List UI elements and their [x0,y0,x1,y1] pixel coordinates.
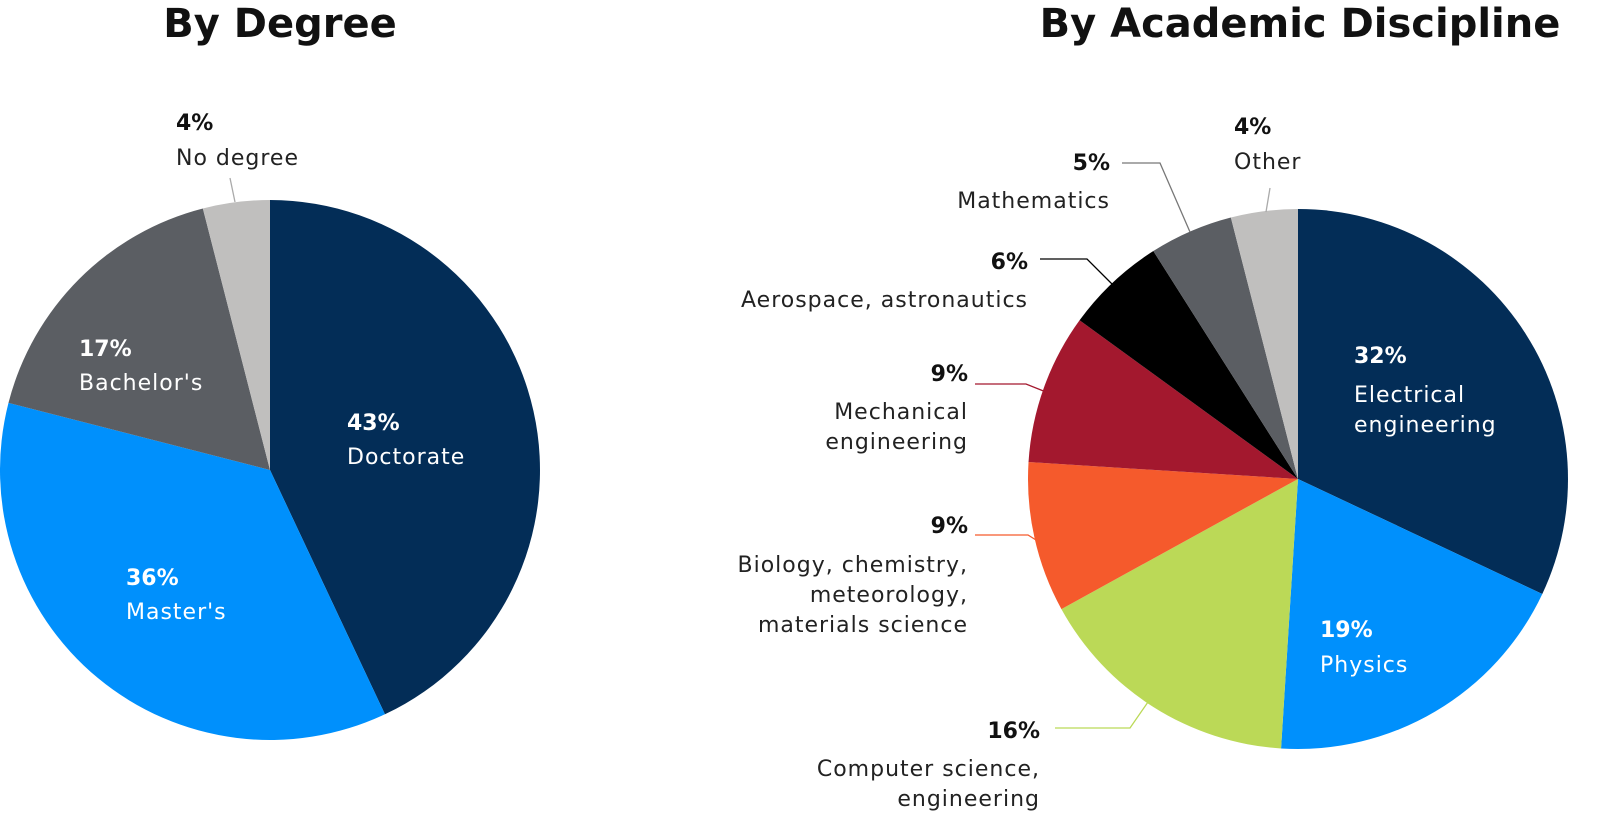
slice-category-label: Computer science, [817,757,1040,782]
pie-slice-master-s [0,402,385,740]
slice-category-label: materials science [758,613,968,638]
slice-percent-label: 17% [79,337,132,362]
leader-line [1040,258,1113,285]
pie-slice-electrical-engineering [1298,209,1568,594]
slice-category-label: Physics [1320,653,1408,678]
slice-percent-label: 43% [347,411,400,436]
slice-category-label: Aerospace, astronautics [741,288,1028,313]
slice-percent-label: 9% [931,362,968,387]
slice-category-label: Doctorate [347,445,465,470]
slice-category-label: No degree [176,146,299,171]
slice-category-label: Biology, chemistry, [738,553,968,578]
slice-category-label: engineering [1354,413,1497,438]
chart-title-degree: By Degree [163,1,396,47]
leader-line [229,177,236,203]
slice-category-label: Mathematics [957,189,1110,214]
pie-slice-physics [1281,479,1543,750]
slice-percent-label: 6% [991,250,1028,275]
pie-degree: 43% Doctorate 36% Master's 17% Bachelor's 4% No… [0,111,540,740]
slice-percent-label: 19% [1320,618,1373,643]
slice-percent-label: 9% [931,514,968,539]
slice-category-label: Bachelor's [79,371,203,396]
leader-line [1265,187,1271,213]
pie-slice-aerospace-astronautics [1079,251,1298,479]
slice-category-label: Other [1234,150,1301,175]
pie-slice-bachelor-s [8,208,270,471]
pie-slice-mathematics [1153,217,1298,480]
leader-line [1055,701,1149,729]
chart-title-discipline: By Academic Discipline [1040,1,1561,47]
slice-category-label: engineering [825,430,968,455]
slice-percent-label: 4% [176,111,213,136]
pie-slice-computer-science-engineering [1061,479,1298,749]
pie-slice-mechanical-engineering [1028,320,1298,479]
slice-category-label: Electrical [1354,383,1465,408]
leader-line [975,383,1047,393]
pie-slice-other [1230,209,1298,479]
slice-category-label: Mechanical [834,400,968,425]
slice-percent-label: 36% [126,566,179,591]
slice-category-label: meteorology, [810,583,968,608]
pie-slice-doctorate [270,200,540,715]
slice-percent-label: 32% [1354,344,1407,369]
leader-line [975,534,1037,541]
slice-category-label: engineering [897,787,1040,812]
slice-percent-label: 16% [987,719,1040,744]
pie-discipline: 32% Electrical engineering 19% Physics 16% Com… [738,115,1568,812]
slice-percent-label: 4% [1234,115,1271,140]
pie-slice-biology-chemistry-meteorology-materials-science [1027,462,1298,610]
slice-percent-label: 5% [1073,151,1110,176]
leader-line [1122,162,1191,233]
slice-category-label: Master's [126,600,227,625]
pie-slice-no-degree [202,200,270,470]
